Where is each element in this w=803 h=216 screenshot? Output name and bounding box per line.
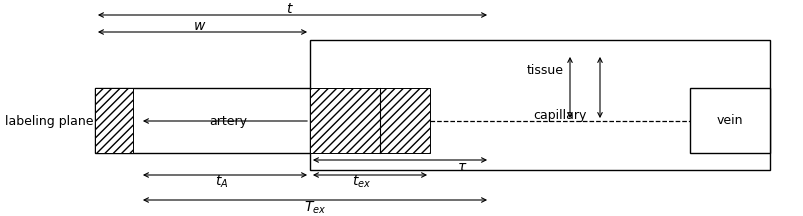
Text: $T_{ex}$: $T_{ex}$ (304, 200, 326, 216)
Text: capillary: capillary (532, 108, 586, 121)
Text: $t$: $t$ (286, 2, 294, 16)
Bar (95, 88, 310, 153)
Text: vein: vein (715, 114, 742, 127)
Bar (310, 88, 430, 153)
Text: tissue: tissue (526, 64, 563, 76)
Text: labeling plane: labeling plane (5, 114, 93, 127)
Bar (689, 88, 769, 153)
Text: $w$: $w$ (193, 19, 206, 33)
Text: artery: artery (209, 114, 247, 127)
Text: $t_{ex}$: $t_{ex}$ (352, 174, 371, 190)
Text: $\tau$: $\tau$ (456, 160, 467, 174)
Bar (95, 88, 132, 153)
Text: $t_A$: $t_A$ (215, 174, 228, 190)
Bar (310, 40, 769, 170)
